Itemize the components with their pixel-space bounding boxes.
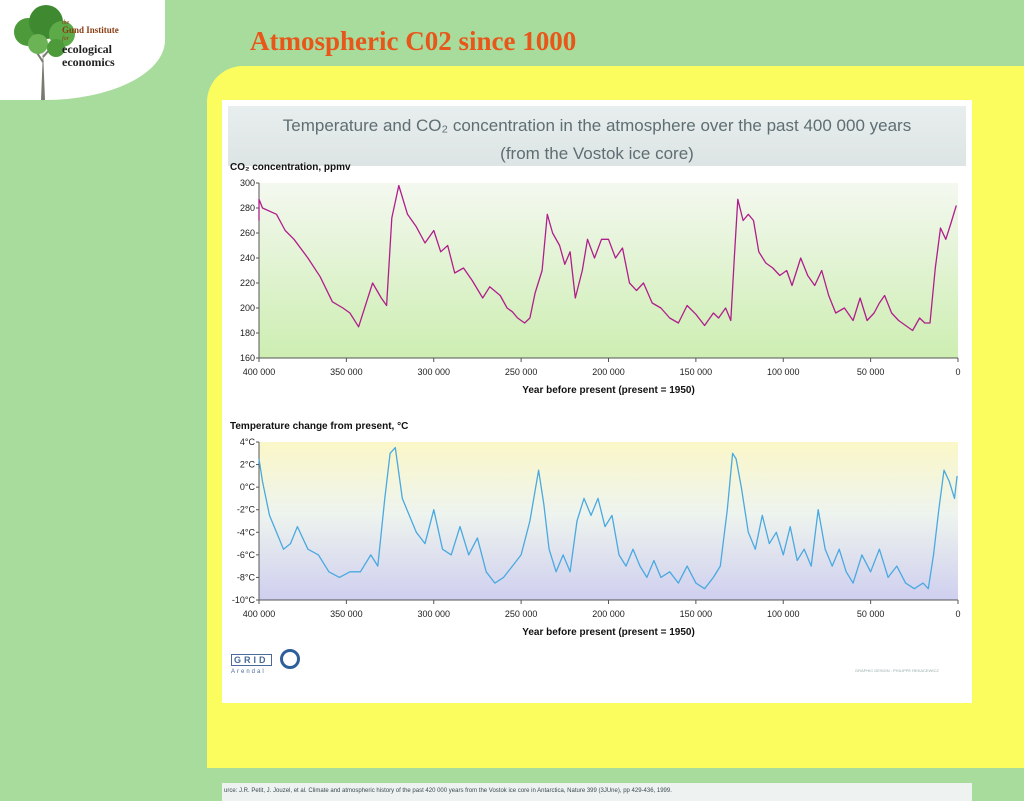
temp-x-tick-label: 150 000 xyxy=(680,609,713,619)
co2-plot-area xyxy=(259,183,958,358)
figure-title: Temperature and CO₂ concentration in the… xyxy=(282,116,912,135)
co2-y-tick-label: 280 xyxy=(240,203,255,213)
temp-x-tick-label: 100 000 xyxy=(767,609,800,619)
temp-y-tick-label: -8°C xyxy=(237,572,256,582)
temp-y-tick-label: -6°C xyxy=(237,550,256,560)
co2-y-tick-label: 240 xyxy=(240,253,255,263)
co2-series-line xyxy=(258,184,957,332)
logo-the: the xyxy=(62,20,70,26)
temp-y-tick-label: -2°C xyxy=(237,505,256,515)
tree-icon xyxy=(14,5,75,100)
temp-x-axis-title: Year before present (present = 1950) xyxy=(522,627,695,638)
header-band xyxy=(0,0,1024,70)
temp-x-tick-label: 250 000 xyxy=(505,609,538,619)
co2-x-tick-label: 150 000 xyxy=(680,367,713,377)
source-citation: urce: J.R. Petit, J. Jouzel, et al. Clim… xyxy=(224,788,672,794)
co2-axis-title: CO₂ concentration, ppmv xyxy=(230,162,351,173)
temp-x-tick-label: 300 000 xyxy=(417,609,450,619)
co2-x-tick-label: 50 000 xyxy=(857,367,885,377)
co2-x-tick-label: 200 000 xyxy=(592,367,625,377)
logo-economics: economics xyxy=(62,54,115,69)
unep-icon xyxy=(279,649,300,669)
temperature-axis-title: Temperature change from present, °C xyxy=(230,421,408,432)
logo: the Gund Institute for ecological econom… xyxy=(0,0,165,100)
vostok-figure: Temperature and CO₂ concentration in the… xyxy=(222,100,972,801)
co2-x-tick-label: 400 000 xyxy=(243,367,276,377)
temp-y-tick-label: 4°C xyxy=(240,437,256,447)
temp-series-line xyxy=(258,446,958,590)
charts-canvas: CO₂ concentration, ppmv Temperature chan… xyxy=(230,162,961,638)
temp-y-tick-label: -4°C xyxy=(237,527,256,537)
temp-x-tick-label: 350 000 xyxy=(330,609,363,619)
temp-x-tick-label: 50 000 xyxy=(857,609,885,619)
co2-y-tick-label: 180 xyxy=(240,328,255,338)
temperature-chart: 4°C 2°C 0°C -2°C -4°C -6°C -8°C -10°C 400 000 350… xyxy=(232,437,961,638)
co2-y-tick-label: 220 xyxy=(240,278,255,288)
temp-y-tick-label: -10°C xyxy=(232,595,256,605)
co2-y-tick-label: 200 xyxy=(240,303,255,313)
graphic-credit: GRAPHIC DESIGN : PHILIPPE REKACEWICZ xyxy=(855,668,939,673)
temp-y-tick-label: 0°C xyxy=(240,482,256,492)
logo-text: the Gund Institute for ecological econom… xyxy=(62,20,119,68)
slide-title: Atmospheric C02 since 1000 xyxy=(250,26,577,56)
co2-x-tick-label: 300 000 xyxy=(417,367,450,377)
figure-subtitle: (from the Vostok ice core) xyxy=(500,144,694,163)
logo-for: for xyxy=(62,35,70,42)
temp-x-tick-label: 200 000 xyxy=(592,609,625,619)
co2-x-tick-label: 250 000 xyxy=(505,367,538,377)
co2-y-tick-label: 160 xyxy=(240,353,255,363)
co2-x-tick-label: 0 xyxy=(955,367,960,377)
grid-logo-text: GRID xyxy=(231,654,272,667)
co2-y-tick-label: 300 xyxy=(240,178,255,188)
co2-chart: 160 180 200 220 240 260 280 300 400 000 350 000 30… xyxy=(240,178,961,396)
logo-gund: Gund Institute xyxy=(62,25,119,36)
logo-ecological: ecological xyxy=(62,42,112,57)
temp-x-tick-label: 400 000 xyxy=(243,609,276,619)
grid-logo-subtext: Arendal xyxy=(231,669,266,675)
grid-arendal-logo: GRID Arendal xyxy=(231,649,300,675)
co2-x-tick-label: 100 000 xyxy=(767,367,800,377)
temp-y-tick-label: 2°C xyxy=(240,460,256,470)
figure-title-box xyxy=(228,106,966,166)
co2-y-tick-label: 260 xyxy=(240,228,255,238)
co2-x-axis-title: Year before present (present = 1950) xyxy=(522,385,695,396)
temp-x-tick-label: 0 xyxy=(955,609,960,619)
co2-x-tick-label: 350 000 xyxy=(330,367,363,377)
